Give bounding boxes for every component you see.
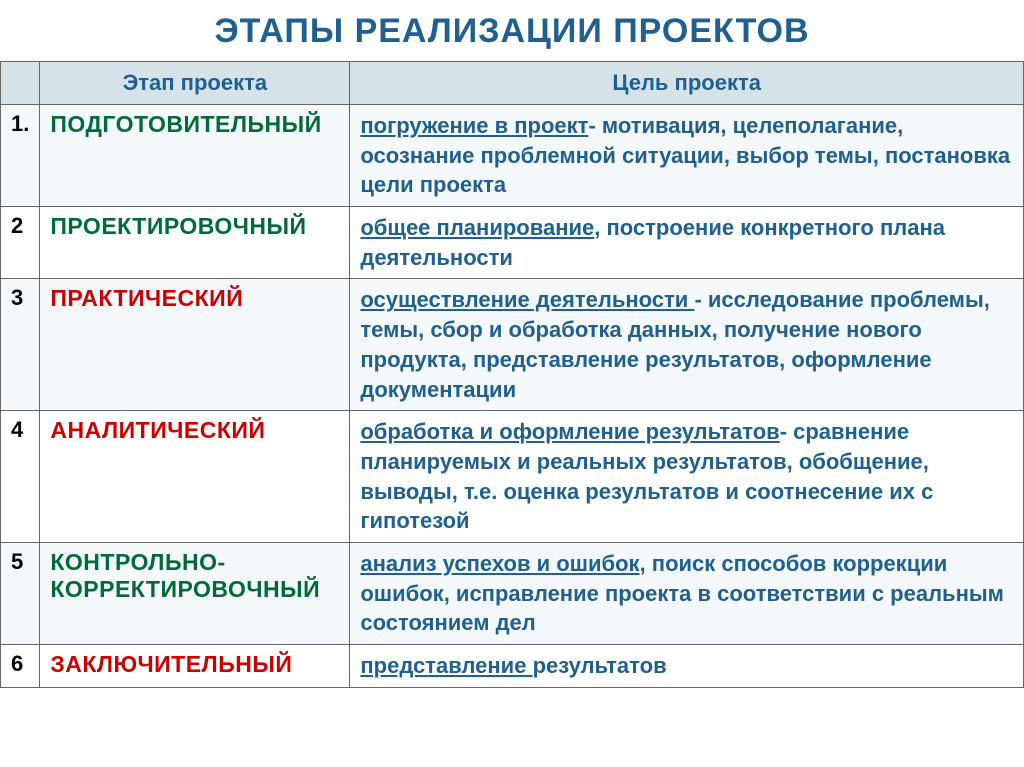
goal-lead: представление (360, 653, 532, 678)
stage-name: ПОДГОТОВИТЕЛЬНЫЙ (40, 105, 350, 207)
table-row: 4АНАЛИТИЧЕСКИЙобработка и оформление рез… (1, 411, 1024, 543)
goal-lead: погружение в проект (360, 113, 588, 138)
row-number: 2 (1, 207, 40, 279)
stage-goal: осуществление деятельности - исследовани… (350, 279, 1024, 411)
row-number: 1. (1, 105, 40, 207)
goal-lead: общее планирование (360, 215, 594, 240)
table-row: 1.ПОДГОТОВИТЕЛЬНЫЙпогружение в проект- м… (1, 105, 1024, 207)
stage-name: ЗАКЛЮЧИТЕЛЬНЫЙ (40, 645, 350, 688)
table-row: 5КОНТРОЛЬНО-КОРРЕКТИРОВОЧНЫЙанализ успех… (1, 542, 1024, 644)
stage-name: ПРОЕКТИРОВОЧНЫЙ (40, 207, 350, 279)
stage-name: АНАЛИТИЧЕСКИЙ (40, 411, 350, 543)
row-number: 4 (1, 411, 40, 543)
header-goal: Цель проекта (350, 62, 1024, 105)
stage-goal: обработка и оформление результатов- срав… (350, 411, 1024, 543)
stage-name: ПРАКТИЧЕСКИЙ (40, 279, 350, 411)
stage-goal: представление результатов (350, 645, 1024, 688)
row-number: 6 (1, 645, 40, 688)
goal-lead: осуществление деятельности (360, 287, 694, 312)
row-number: 5 (1, 542, 40, 644)
page-title: ЭТАПЫ РЕАЛИЗАЦИИ ПРОЕКТОВ (0, 0, 1024, 61)
goal-lead: обработка и оформление результатов (360, 419, 779, 444)
table-row: 2ПРОЕКТИРОВОЧНЫЙобщее планирование, пост… (1, 207, 1024, 279)
stage-goal: общее планирование, построение конкретно… (350, 207, 1024, 279)
table-row: 6ЗАКЛЮЧИТЕЛЬНЫЙпредставление результатов (1, 645, 1024, 688)
header-blank (1, 62, 40, 105)
stages-table: Этап проекта Цель проекта 1.ПОДГОТОВИТЕЛ… (0, 61, 1024, 688)
goal-lead: анализ успехов и ошибок (360, 551, 639, 576)
stage-goal: погружение в проект- мотивация, целепола… (350, 105, 1024, 207)
stage-goal: анализ успехов и ошибок, поиск способов … (350, 542, 1024, 644)
row-number: 3 (1, 279, 40, 411)
header-stage: Этап проекта (40, 62, 350, 105)
stage-name: КОНТРОЛЬНО-КОРРЕКТИРОВОЧНЫЙ (40, 542, 350, 644)
goal-rest: результатов (533, 653, 667, 678)
table-row: 3ПРАКТИЧЕСКИЙосуществление деятельности … (1, 279, 1024, 411)
